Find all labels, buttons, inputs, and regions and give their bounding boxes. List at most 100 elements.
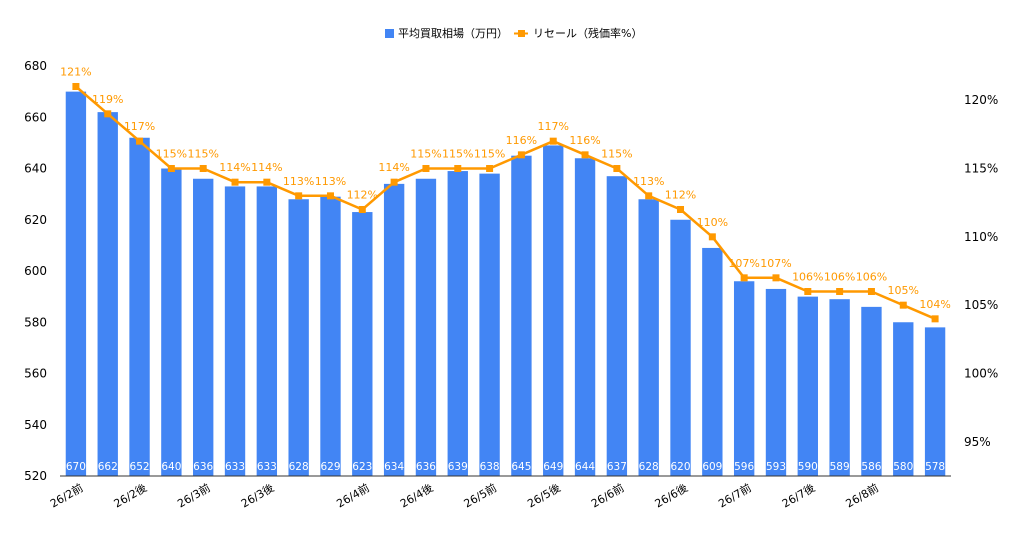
bar-value-label: 670 [66,461,86,473]
line-value-label: 115% [442,148,473,161]
bar [383,183,405,476]
x-tick-label: 26/4前 [334,480,372,510]
line-point [613,165,621,172]
line-point [581,151,589,159]
line-point [517,151,525,159]
line-value-label: 112% [665,189,696,202]
bar-value-label: 633 [225,461,245,473]
line-value-label: 117% [538,120,569,133]
bar-value-label: 620 [670,461,690,473]
x-tick-label: 26/5前 [461,480,499,510]
bar-value-label: 644 [575,461,595,473]
bar-value-label: 652 [130,461,150,473]
y-left-tick-label: 600 [24,264,47,278]
bar-series [65,91,946,476]
bar [797,296,818,476]
x-tick-label: 26/2前 [47,480,85,510]
bar-value-label: 628 [639,461,659,473]
bar [129,137,150,476]
bar-value-label: 629 [320,461,340,473]
line-point [390,178,398,186]
bar [256,186,278,476]
bar [543,145,564,476]
chart-legend: 平均買取相場（万円） リセール（残価率%） [385,26,642,40]
x-axis-labels: 26/2前 26/2後 26/3前 26/3後 26/4前 26/4後 26/5前 26/5後… [47,480,880,510]
line-value-label: 116% [569,134,600,147]
bar-value-label: 589 [830,461,850,473]
bar [65,91,87,476]
bar [829,299,850,476]
x-tick-label: 26/4後 [398,480,436,510]
line-value-label: 115% [410,148,441,161]
bar [97,112,118,476]
bar-value-label: 636 [193,461,213,473]
y-left-tick-label: 620 [24,213,47,227]
legend-swatch-bar [385,29,394,38]
line-point [549,137,557,145]
y-right-tick-label: 105% [964,298,998,312]
line-value-label: 107% [760,257,791,270]
line-point [708,233,716,241]
line-point [422,165,430,172]
x-tick-label: 26/7後 [779,480,817,510]
line-point [772,274,780,282]
y-left-tick-label: 520 [24,469,47,483]
bar [352,212,373,476]
line-value-label: 116% [506,134,537,147]
bar [638,199,659,476]
line-value-label: 112% [347,189,378,202]
line-value-label: 117% [124,120,155,133]
bar-value-label: 645 [511,461,531,473]
y-left-tick-label: 560 [24,367,47,381]
x-tick-label: 26/2後 [111,480,149,510]
resale-line [75,85,936,320]
bar-value-label: 649 [543,461,563,473]
bar-value-label: 609 [702,461,722,473]
bar-value-label: 586 [861,461,881,473]
bar [574,158,596,476]
bar [224,186,246,476]
line-point [486,165,494,172]
line-point [295,192,303,200]
x-tick-label: 26/8前 [843,480,881,510]
line-value-label: 114% [378,161,409,174]
line-value-label: 110% [697,216,728,229]
y-right-tick-label: 100% [964,367,998,381]
line-point [167,165,175,172]
line-value-label: 119% [92,93,123,106]
y-axis-left: 520 540 560 580 600 620 640 660 680 [24,59,47,483]
legend-label-line: リセール（残価率%） [533,26,642,40]
line-value-label: 115% [156,148,187,161]
line-value-label: 106% [792,271,823,284]
line-point [804,288,812,295]
line-point [199,165,207,172]
y-left-tick-label: 540 [24,418,47,432]
y-left-tick-label: 580 [24,315,47,329]
bar [193,178,214,476]
line-point [931,315,939,323]
line-value-label: 113% [633,175,664,188]
bar-value-label: 590 [798,461,818,473]
line-point [645,192,653,200]
line-value-label: 115% [474,148,505,161]
x-tick-label: 26/7前 [716,480,754,510]
bar [288,199,309,476]
bar-value-label: 580 [893,461,913,473]
line-value-label: 115% [601,148,632,161]
legend-label-bar: 平均買取相場（万円） [398,27,508,40]
line-value-label: 105% [888,284,919,297]
y-right-tick-label: 110% [964,230,998,244]
x-tick-label: 26/6後 [652,480,690,510]
x-tick-label: 26/6前 [588,480,626,510]
bar [702,247,723,476]
line-point [454,165,462,172]
y-axis-right: 95% 100% 105% 110% 115% 120% [964,93,998,449]
line-point [358,206,366,213]
x-tick-label: 26/3後 [238,480,276,510]
line-point [263,178,271,186]
bar [861,306,882,476]
bar [447,171,468,476]
bar-value-label: 637 [607,461,627,473]
bar [479,173,500,476]
